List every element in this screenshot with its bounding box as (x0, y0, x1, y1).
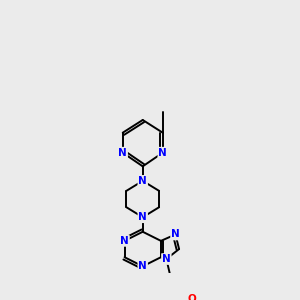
Text: O: O (188, 294, 196, 300)
Text: N: N (138, 212, 147, 222)
Text: N: N (162, 254, 171, 264)
Text: N: N (171, 230, 180, 239)
Text: N: N (158, 148, 167, 158)
Text: N: N (118, 148, 127, 158)
Text: N: N (138, 176, 147, 186)
Text: N: N (120, 236, 129, 246)
Text: N: N (138, 261, 147, 271)
